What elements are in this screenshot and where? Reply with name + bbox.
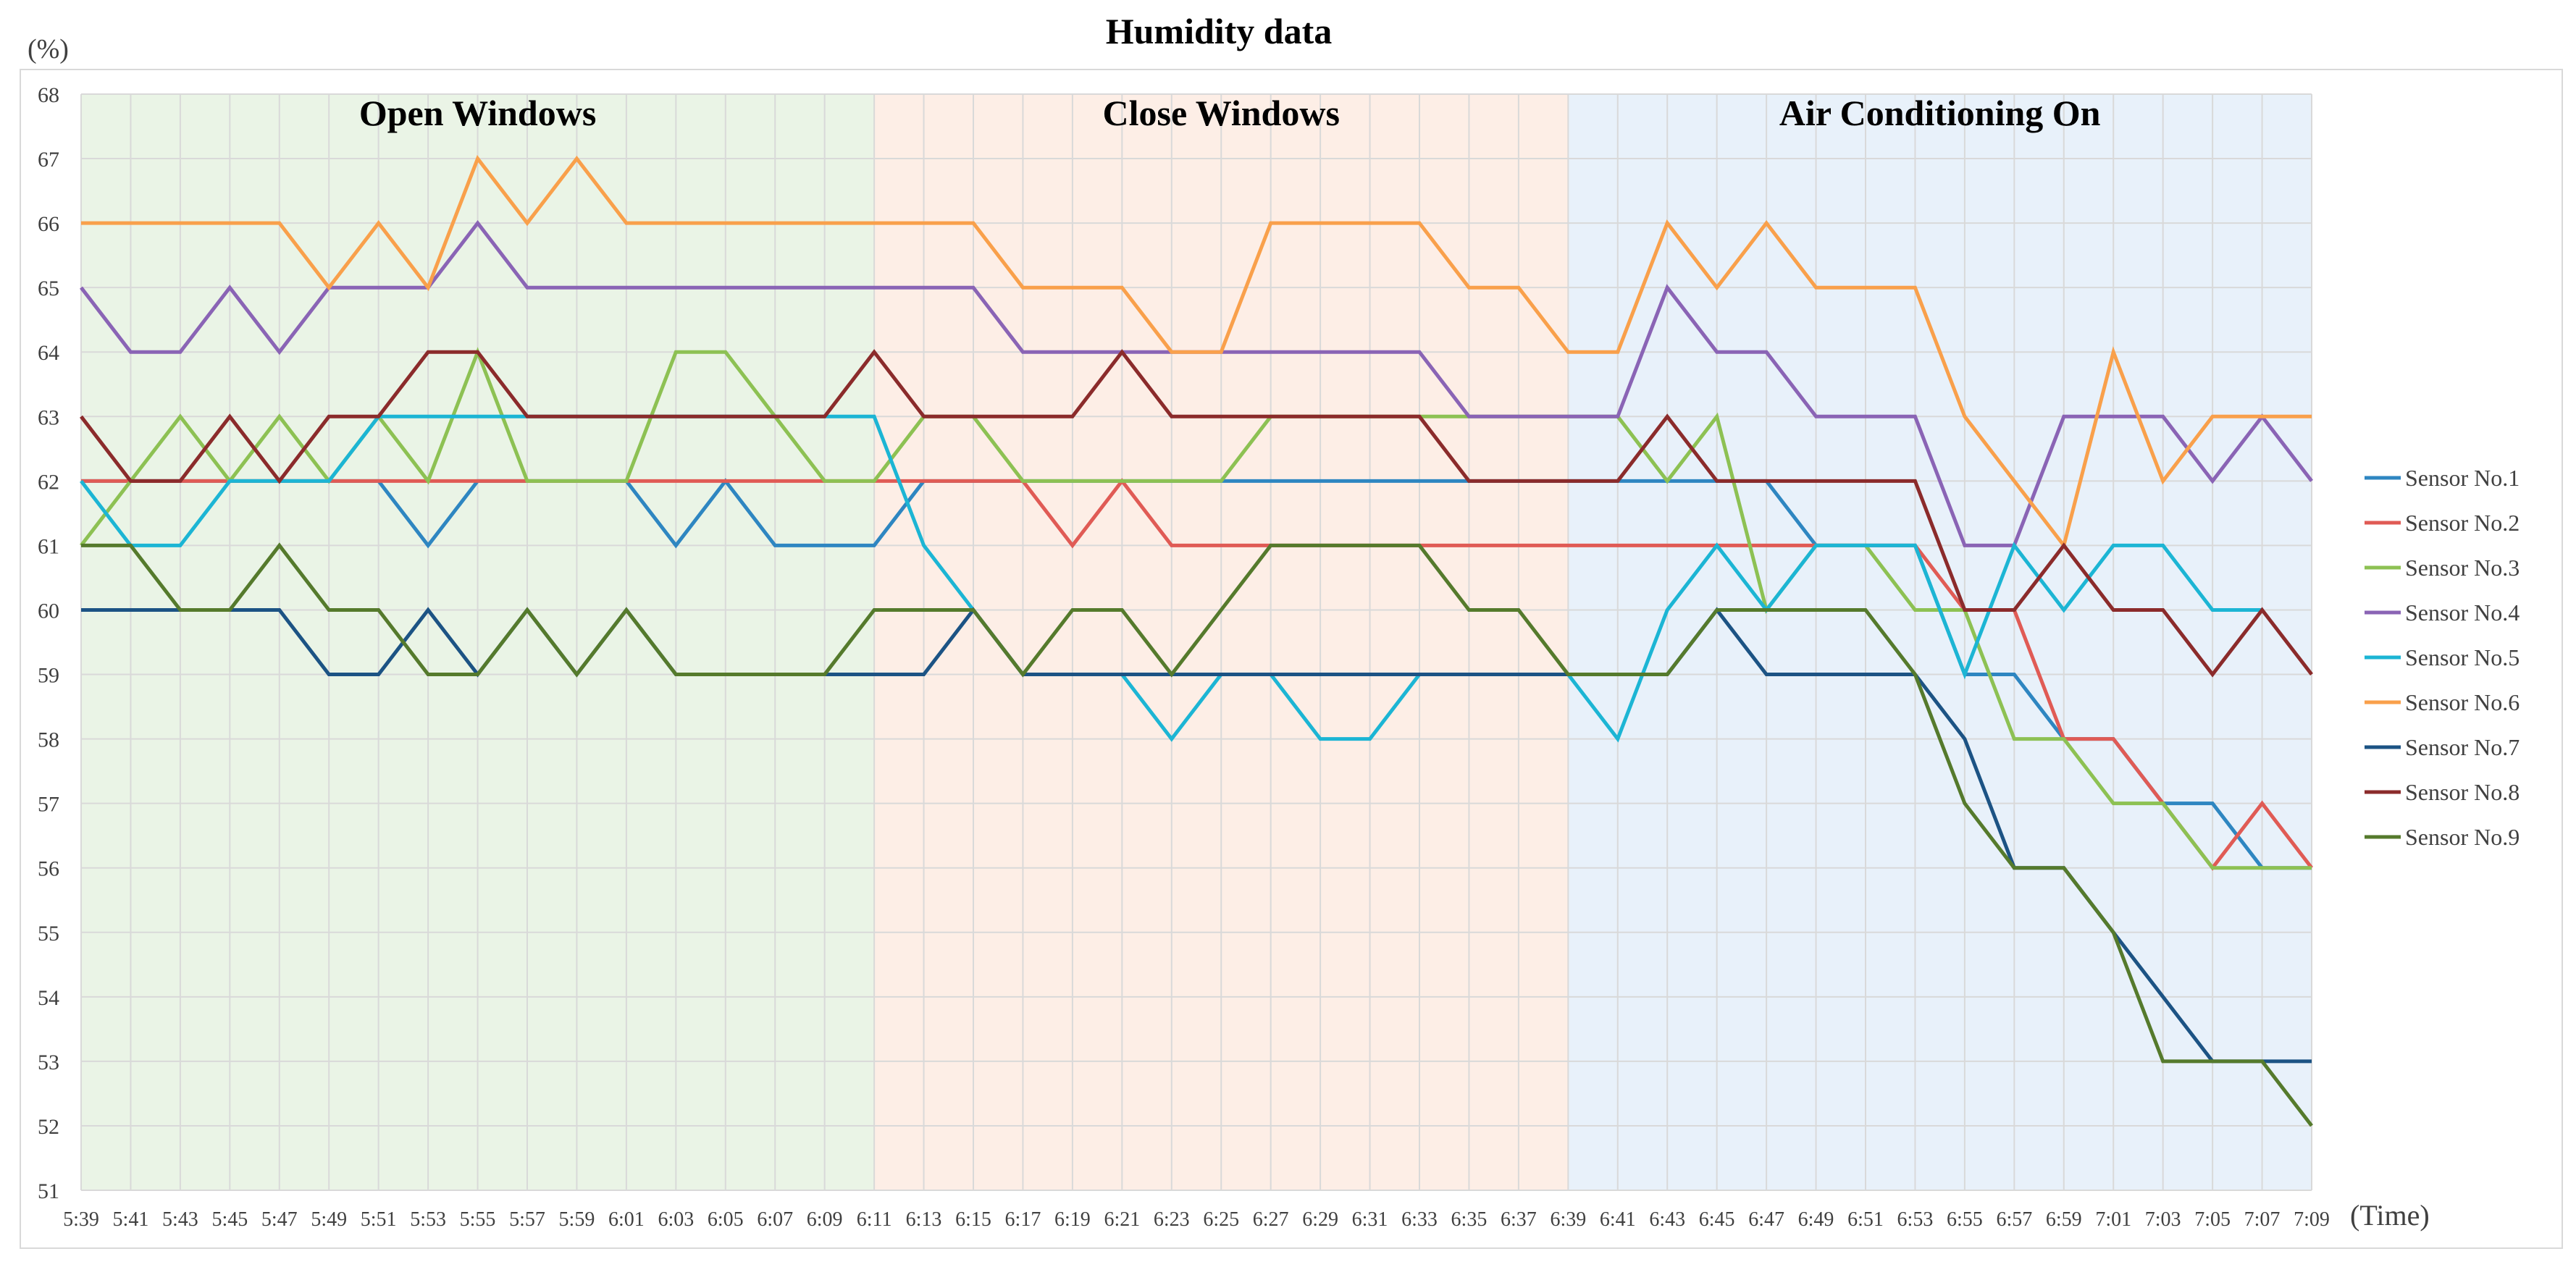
y-tick-label: 66 bbox=[38, 212, 59, 236]
x-tick-label: 6:35 bbox=[1451, 1208, 1488, 1231]
x-tick-label: 6:15 bbox=[955, 1208, 991, 1231]
chart-frame bbox=[20, 69, 2563, 1249]
x-tick-label: 6:29 bbox=[1302, 1208, 1338, 1231]
y-axis-ticks: 51 52 53 54 55 56 57 58 59 60 61 62 63 64 65 66 67 68 bbox=[38, 83, 59, 1203]
x-tick-label: 6:25 bbox=[1203, 1208, 1239, 1231]
x-tick-label: 6:41 bbox=[1600, 1208, 1636, 1231]
x-tick-label: 6:01 bbox=[608, 1208, 645, 1231]
x-tick-label: 6:37 bbox=[1501, 1208, 1537, 1231]
x-tick-label: 7:03 bbox=[2145, 1208, 2181, 1231]
x-tick-label: 5:53 bbox=[410, 1208, 446, 1231]
legend-label-6: Sensor No.6 bbox=[2405, 689, 2520, 715]
y-tick-label: 68 bbox=[38, 83, 59, 107]
y-tick-label: 62 bbox=[38, 470, 59, 494]
series-line-8 bbox=[80, 349, 2313, 678]
x-tick-label: 6:27 bbox=[1253, 1208, 1289, 1231]
legend: Sensor No.1 Sensor No.2 Sensor No.3 Sensor … bbox=[2365, 465, 2520, 850]
x-tick-label: 6:55 bbox=[1947, 1208, 1983, 1231]
x-tick-label: 7:01 bbox=[2095, 1208, 2131, 1231]
x-tick-label: 5:57 bbox=[509, 1208, 545, 1231]
x-tick-label: 6:09 bbox=[807, 1208, 843, 1231]
series-line-9 bbox=[81, 542, 2313, 1127]
y-tick-label: 54 bbox=[38, 986, 59, 1010]
y-tick-label: 51 bbox=[38, 1179, 59, 1203]
y-tick-label: 67 bbox=[38, 148, 59, 172]
y-tick-label: 64 bbox=[38, 341, 59, 365]
y-tick-label: 60 bbox=[38, 599, 59, 623]
x-tick-label: 6:05 bbox=[708, 1208, 744, 1231]
x-tick-label: 6:13 bbox=[906, 1208, 942, 1231]
y-tick-label: 55 bbox=[38, 922, 59, 946]
series-lines bbox=[80, 155, 2313, 1127]
x-tick-label: 6:33 bbox=[1401, 1208, 1438, 1231]
x-tick-label: 5:59 bbox=[559, 1208, 595, 1231]
x-axis-ticks: 5:39 5:41 5:43 5:45 5:47 5:49 5:51 5:53 5:55 5:57… bbox=[63, 1208, 2330, 1231]
legend-label-2: Sensor No.2 bbox=[2405, 510, 2520, 536]
x-tick-label: 5:43 bbox=[162, 1208, 198, 1231]
x-tick-label: 7:07 bbox=[2244, 1208, 2281, 1231]
x-tick-label: 6:07 bbox=[757, 1208, 793, 1231]
x-tick-label: 6:21 bbox=[1104, 1208, 1140, 1231]
legend-label-9: Sensor No.9 bbox=[2405, 824, 2520, 850]
y-axis-label: (%) bbox=[28, 34, 69, 64]
y-tick-label: 53 bbox=[38, 1051, 59, 1074]
x-tick-label: 6:53 bbox=[1897, 1208, 1934, 1231]
legend-label-4: Sensor No.4 bbox=[2405, 599, 2520, 626]
x-tick-label: 6:59 bbox=[2046, 1208, 2082, 1231]
x-tick-label: 5:51 bbox=[361, 1208, 397, 1231]
chart-title: Humidity data bbox=[1106, 11, 1333, 51]
legend-label-8: Sensor No.8 bbox=[2405, 779, 2520, 805]
y-tick-label: 65 bbox=[38, 277, 59, 300]
x-tick-label: 5:55 bbox=[460, 1208, 496, 1231]
legend-label-7: Sensor No.7 bbox=[2405, 734, 2520, 760]
x-tick-label: 6:03 bbox=[658, 1208, 694, 1231]
x-tick-label: 6:11 bbox=[857, 1208, 892, 1231]
legend-label-5: Sensor No.5 bbox=[2405, 644, 2520, 670]
phase-region-3 bbox=[1568, 94, 2312, 1190]
phase-label-3: Air Conditioning On bbox=[1779, 93, 2101, 133]
y-tick-label: 56 bbox=[38, 857, 59, 881]
phase-labels: Open Windows Close Windows Air Conditionin… bbox=[359, 93, 2101, 133]
x-axis-label: (Time) bbox=[2350, 1199, 2430, 1232]
legend-label-1: Sensor No.1 bbox=[2405, 465, 2520, 491]
series-line-2 bbox=[81, 478, 2313, 871]
phase-label-1: Open Windows bbox=[359, 93, 596, 133]
series-line-5 bbox=[80, 414, 2262, 743]
x-tick-label: 6:43 bbox=[1649, 1208, 1685, 1231]
y-tick-label: 57 bbox=[38, 793, 59, 817]
series-line-6 bbox=[81, 155, 2312, 550]
series-line-7 bbox=[81, 607, 2312, 1064]
x-tick-label: 5:47 bbox=[261, 1208, 298, 1231]
x-tick-label: 7:09 bbox=[2294, 1208, 2330, 1231]
x-tick-label: 5:41 bbox=[113, 1208, 149, 1231]
legend-label-3: Sensor No.3 bbox=[2405, 555, 2520, 581]
x-tick-label: 6:17 bbox=[1005, 1208, 1041, 1231]
x-tick-label: 7:05 bbox=[2194, 1208, 2231, 1231]
x-tick-label: 5:49 bbox=[311, 1208, 347, 1231]
y-tick-label: 59 bbox=[38, 664, 59, 688]
x-tick-label: 6:23 bbox=[1154, 1208, 1190, 1231]
y-tick-label: 61 bbox=[38, 534, 59, 558]
y-tick-label: 52 bbox=[38, 1115, 59, 1139]
y-tick-label: 58 bbox=[38, 728, 59, 752]
y-tick-label: 63 bbox=[38, 405, 59, 429]
x-tick-label: 6:19 bbox=[1054, 1208, 1091, 1231]
x-tick-label: 6:57 bbox=[1996, 1208, 2032, 1231]
phase-label-2: Close Windows bbox=[1103, 93, 1340, 133]
x-tick-label: 5:39 bbox=[63, 1208, 99, 1231]
x-tick-label: 6:47 bbox=[1748, 1208, 1784, 1231]
x-tick-label: 6:39 bbox=[1550, 1208, 1586, 1231]
x-tick-label: 5:45 bbox=[211, 1208, 248, 1231]
x-tick-label: 6:45 bbox=[1699, 1208, 1735, 1231]
x-tick-label: 6:49 bbox=[1798, 1208, 1834, 1231]
x-tick-label: 6:31 bbox=[1352, 1208, 1388, 1231]
x-tick-label: 6:51 bbox=[1847, 1208, 1884, 1231]
